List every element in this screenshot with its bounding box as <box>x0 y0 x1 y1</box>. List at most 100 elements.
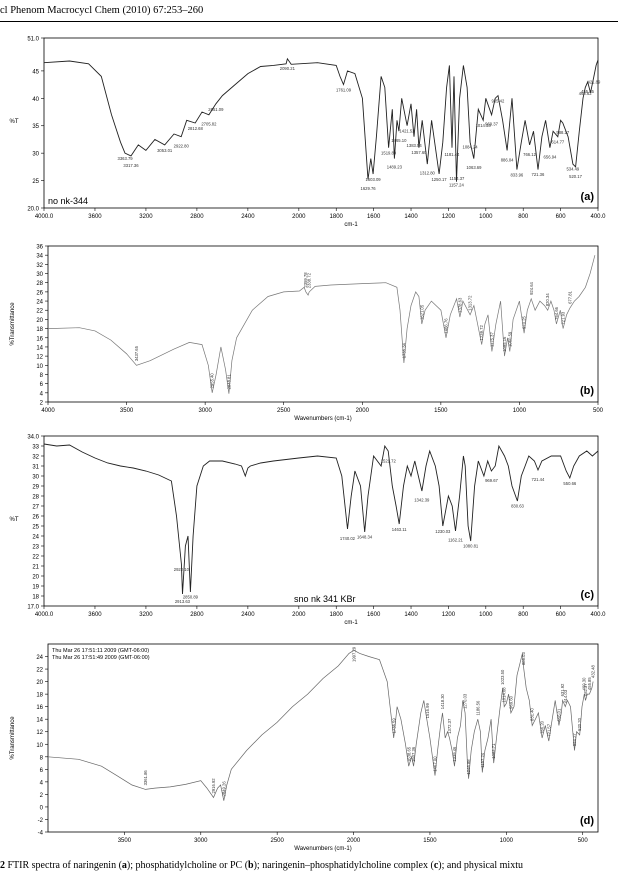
ftir-chart-svg: 17.0 18 19 20 21 22 23 24 25 26 27 28 29 30 31 32 33 34.0… <box>10 435 607 627</box>
peak-label: 764.66 <box>554 306 559 319</box>
y-tick-label: 22 <box>36 668 43 674</box>
x-tick-label: 1800 <box>330 214 344 220</box>
peak-label: 1378.63 <box>457 297 462 313</box>
peak-label: 1084.24 <box>462 144 478 149</box>
peak-label: 1162.21 <box>448 538 463 543</box>
x-axis-label: cm-1 <box>344 222 358 228</box>
x-tick-label: 1000 <box>479 214 493 220</box>
peak-label: 721.93 <box>561 311 566 324</box>
peak-label: 1489.23 <box>387 165 403 170</box>
peak-label: 534.49 <box>566 167 579 172</box>
spectrum-line <box>43 57 599 182</box>
plot-frame <box>43 435 599 607</box>
caption-figure-number: 2 <box>0 860 5 871</box>
peak-label: 2705.82 <box>201 122 217 127</box>
spectrum-line <box>43 443 599 595</box>
y-tick-label: 20 <box>36 680 43 686</box>
peak-label: 1181.44 <box>444 152 459 157</box>
peak-label: 1621.05 <box>419 304 424 320</box>
peak-label: 2955.40 <box>210 373 215 389</box>
caption-text-1: FTIR spectra of naringenin ( <box>5 860 122 871</box>
y-tick-label: 12 <box>36 355 43 361</box>
peak-label: 3361.86 <box>143 770 148 786</box>
peak-label: 614.03 <box>563 689 568 702</box>
y-tick-label: 8 <box>40 755 44 761</box>
peak-label: 1418.30 <box>440 693 445 709</box>
peak-label: 1648.34 <box>357 534 373 539</box>
peak-label: 2922.80 <box>174 144 190 149</box>
y-axis-label: %Transmittance <box>10 716 16 760</box>
peak-label: 1246.88 <box>466 759 471 775</box>
peak-label: 455.85 <box>581 89 594 94</box>
x-tick-label: 1200 <box>442 612 456 618</box>
peak-label: 554.27 <box>572 733 577 746</box>
y-tick-label: 6 <box>40 768 44 774</box>
peak-label: 1186.56 <box>475 700 480 715</box>
x-tick-label: 3000 <box>198 408 212 414</box>
peak-label: 455.85 <box>587 677 592 690</box>
y-axis-label: %Transmittance <box>10 302 16 346</box>
peak-label: 969.67 <box>485 478 498 483</box>
sample-label: no nk-344 <box>48 196 88 206</box>
y-tick-label: -2 <box>38 818 44 824</box>
x-tick-label: 4000.0 <box>35 612 54 618</box>
y-tick-label: 25 <box>32 179 39 185</box>
x-tick-label: 4000 <box>41 408 55 414</box>
x-tick-label: 800 <box>518 214 529 220</box>
x-axis-label: Wavenumbers (cm-1) <box>294 846 351 852</box>
y-tick-label: 0 <box>40 805 44 811</box>
y-tick-label: 30 <box>36 272 43 278</box>
peak-label: 1082.71 <box>491 743 496 759</box>
x-tick-label: 500 <box>578 838 589 844</box>
x-tick-label: 3000 <box>194 838 208 844</box>
peak-label: 490.30 <box>582 677 587 690</box>
peak-label: 1339.46 <box>452 746 457 762</box>
y-tick-label: 32 <box>36 263 43 269</box>
peak-label: 1465.10 <box>391 138 407 143</box>
peak-label: 1607.36 <box>411 746 416 762</box>
sample-label: sno nk 341 KBr <box>294 594 356 604</box>
y-tick-label: 4 <box>40 391 44 397</box>
peak-label: 520.20 <box>577 717 582 730</box>
x-tick-label: 1600 <box>367 214 381 220</box>
peak-label: 820.34 <box>545 293 550 306</box>
peak-label: 1239.72 <box>479 325 484 341</box>
peak-label: 677.81 <box>568 290 573 303</box>
peak-label: 3053.01 <box>157 148 173 153</box>
x-tick-label: 1000 <box>500 838 514 844</box>
x-tick-label: 2000 <box>356 408 370 414</box>
peak-label: 1997.29 <box>351 646 356 662</box>
y-tick-label: 32 <box>32 455 39 461</box>
x-tick-label: 500 <box>593 408 604 414</box>
y-tick-label: 35 <box>32 124 39 130</box>
y-tick-label: 12 <box>36 730 43 736</box>
y-tick-label: 8 <box>40 373 44 379</box>
peak-label: 588.27 <box>556 130 569 135</box>
peak-label: 631.92 <box>560 683 565 696</box>
peak-label: 3363.79 <box>117 156 133 161</box>
y-tick-label: 51.0 <box>27 37 39 43</box>
x-tick-label: 4000.0 <box>35 214 54 220</box>
peak-label: 1740.02 <box>340 536 356 541</box>
ftir-panel-d: -4 -2 0 2 4 6 8 10 12 14 16 18 20 22 24 3500 3000 2500 200… <box>0 634 618 856</box>
peak-label: 766.12 <box>523 152 536 157</box>
peak-label: 550.66 <box>563 481 576 486</box>
y-tick-label: 17.0 <box>27 605 39 611</box>
peak-label: 1313.72 <box>468 295 473 311</box>
peak-label: 830.63 <box>511 504 524 509</box>
caption-tag-c: c <box>433 860 439 871</box>
y-tick-label: 18 <box>32 595 39 601</box>
peak-label: 520.17 <box>569 174 582 179</box>
peak-label: 1063.69 <box>466 165 482 170</box>
y-tick-label: 24 <box>36 300 43 306</box>
ftir-panel-c: 17.0 18 19 20 21 22 23 24 25 26 27 28 29 30 31 32 33 34.0… <box>0 430 618 630</box>
peak-label: 1463.11 <box>392 527 407 532</box>
caption-text-2: ); phosphatidylcholine or PC ( <box>126 860 249 871</box>
x-tick-label: 3200 <box>139 214 153 220</box>
peak-label: 721.57 <box>546 723 551 736</box>
y-tick-label: 30 <box>32 152 39 158</box>
ftir-panel-a: 20.0 25 30 35 40 45 51.0 4000.0 3600 3200 2800 2400… <box>0 32 618 236</box>
peak-label: 1175.37 <box>489 331 494 346</box>
x-tick-label: 600 <box>556 612 567 618</box>
peak-label: 1230.03 <box>435 529 451 534</box>
